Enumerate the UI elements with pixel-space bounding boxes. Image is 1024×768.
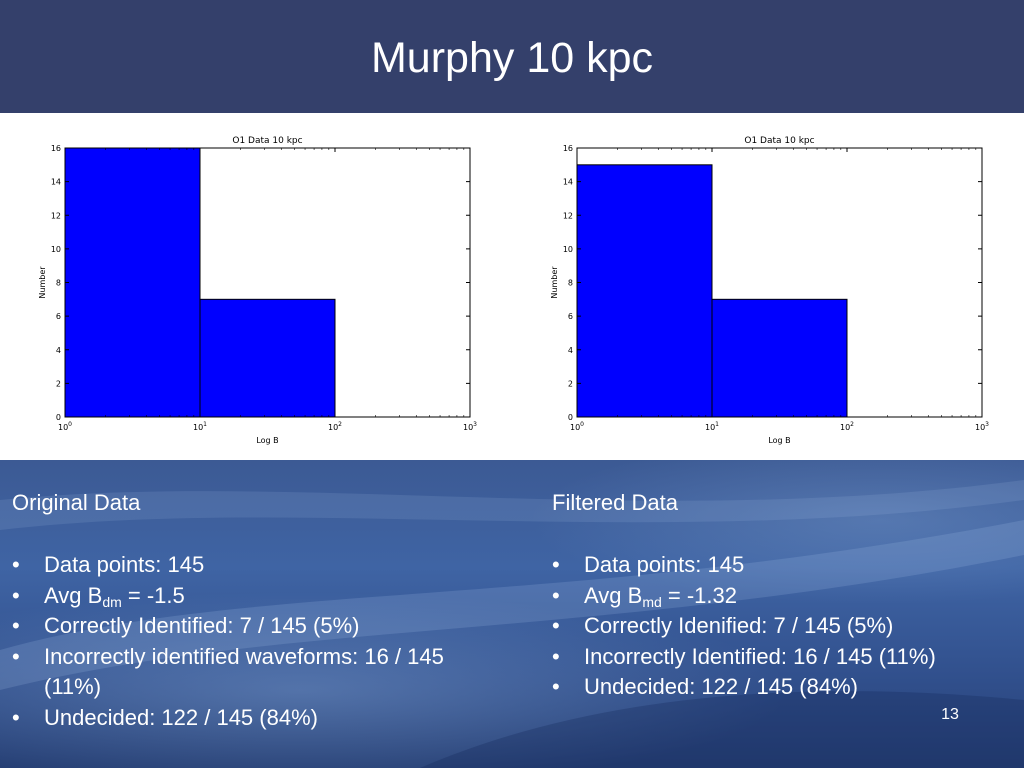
list-item: Correctly Idenified: 7 / 145 (5%) xyxy=(552,611,1002,642)
histogram-filtered: 0 2 4 6 8 10 12 14 16 100 101 102 103 O1 Data 10 kpc L… xyxy=(550,136,989,445)
original-correct: Correctly Identified: 7 / 145 (5%) xyxy=(44,613,360,638)
c0-y-tick-label-6: 12 xyxy=(51,211,61,220)
filtered-undecided: Undecided: 122 / 145 (84%) xyxy=(584,674,858,699)
c1-chart-title: O1 Data 10 kpc xyxy=(744,136,814,146)
c1-x-axis-label: Log B xyxy=(768,436,790,445)
original-avg-value: = -1.5 xyxy=(121,582,185,608)
c1-y-tick-label-8: 16 xyxy=(563,144,573,153)
original-data-heading: Original Data xyxy=(12,490,141,515)
original-data-list: Data points: 145 Avg Bdm = -1.5 Correctl… xyxy=(12,550,502,733)
c0-x-tick-label-3: 103 xyxy=(463,421,477,432)
c0-x-axis-label: Log B xyxy=(256,436,278,445)
original-avg-label: Avg B xyxy=(44,582,103,608)
c0-y-tick-label-2: 4 xyxy=(56,346,61,355)
c1-x-tick-label-1: 101 xyxy=(705,421,719,432)
filtered-data-heading: Filtered Data xyxy=(552,490,678,515)
c0-x-tick-label-0: 100 xyxy=(58,421,72,432)
original-incorrect: Incorrectly identified waveforms: 16 / 1… xyxy=(44,643,444,700)
c0-y-tick-label-8: 16 xyxy=(51,144,61,153)
c1-x-tick-label-0: 100 xyxy=(570,421,584,432)
page-number: 13 xyxy=(941,706,959,723)
histogram-original: 0 2 4 6 8 10 12 14 16 100 101 102 103 O1 Data 10 kpc L… xyxy=(38,136,477,445)
list-item: Avg Bdm = -1.5 xyxy=(12,581,502,612)
filtered-correct: Correctly Idenified: 7 / 145 (5%) xyxy=(584,613,894,638)
list-item: Undecided: 122 / 145 (84%) xyxy=(12,703,502,734)
filtered-data-list: Data points: 145 Avg Bmd = -1.32 Correct… xyxy=(552,550,1002,703)
filtered-avg-label: Avg B xyxy=(584,582,643,608)
original-avg-subscript: dm xyxy=(102,593,122,610)
c1-y-tick-label-1: 2 xyxy=(568,379,573,388)
c0-y-tick-label-5: 10 xyxy=(51,245,61,254)
list-item: Correctly Identified: 7 / 145 (5%) xyxy=(12,611,502,642)
c1-x-tick-label-2: 102 xyxy=(840,421,854,432)
c0-y-tick-label-4: 8 xyxy=(56,279,61,288)
slide-title: Murphy 10 kpc xyxy=(370,34,654,82)
filtered-incorrect: Incorrectly Identified: 16 / 145 (11%) xyxy=(584,643,936,669)
bottom-panel: Original Data Data points: 145 Avg Bdm =… xyxy=(0,460,1024,768)
list-item: Data points: 145 xyxy=(12,550,502,581)
c1-y-tick-label-6: 12 xyxy=(563,211,573,220)
chart-area: 0 2 4 6 8 10 12 14 16 100 101 102 103 O1 Data 10 kpc L… xyxy=(0,113,1024,460)
c0-x-tick-label-1: 101 xyxy=(193,421,207,432)
c0-y-tick-label-0: 0 xyxy=(56,413,61,422)
c0-y-tick-label-7: 14 xyxy=(51,178,61,187)
c0-y-tick-label-3: 6 xyxy=(56,312,61,321)
c1-histogram-bar-1 xyxy=(711,298,848,418)
c1-y-tick-label-2: 4 xyxy=(568,346,573,355)
filtered-avg-value: = -1.32 xyxy=(661,582,737,608)
header-bar: Murphy 10 kpc xyxy=(0,0,1024,113)
list-item: Incorrectly Identified: 16 / 145 (11%) xyxy=(552,642,1002,673)
filtered-data-points: Data points: 145 xyxy=(584,552,745,577)
filtered-avg-subscript: md xyxy=(642,593,662,610)
c0-histogram-bar-1 xyxy=(199,298,336,418)
c0-histogram-bar-0 xyxy=(64,147,201,418)
original-undecided: Undecided: 122 / 145 (84%) xyxy=(44,704,318,730)
c0-y-tick-label-1: 2 xyxy=(56,379,61,388)
list-item: Incorrectly identified waveforms: 16 / 1… xyxy=(12,642,502,703)
c1-x-tick-label-3: 103 xyxy=(975,421,989,432)
c1-y-tick-label-4: 8 xyxy=(568,279,573,288)
c1-y-tick-label-0: 0 xyxy=(568,413,573,422)
c0-chart-title: O1 Data 10 kpc xyxy=(232,136,302,146)
c1-y-tick-label-5: 10 xyxy=(563,245,573,254)
c1-y-tick-label-3: 6 xyxy=(568,312,573,321)
c0-y-axis-label: Number xyxy=(38,266,47,299)
list-item: Undecided: 122 / 145 (84%) xyxy=(552,672,1002,703)
original-data-points: Data points: 145 xyxy=(44,552,205,577)
c1-y-axis-label: Number xyxy=(550,266,559,299)
c1-y-tick-label-7: 14 xyxy=(563,178,573,187)
list-item: Avg Bmd = -1.32 xyxy=(552,581,1002,612)
list-item: Data points: 145 xyxy=(552,550,1002,581)
c0-x-tick-label-2: 102 xyxy=(328,421,342,432)
c1-histogram-bar-0 xyxy=(576,164,713,418)
